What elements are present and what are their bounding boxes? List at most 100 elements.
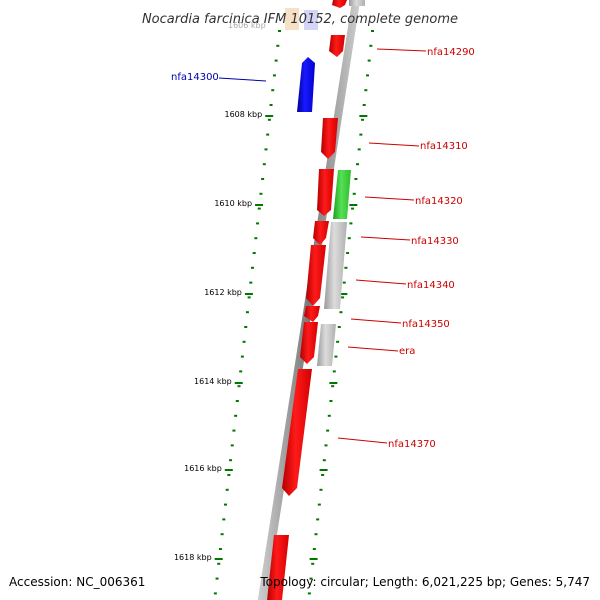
scale-tick-mark [267, 118, 271, 121]
scale-tick-mark [232, 429, 236, 432]
scale-tick-mark [271, 89, 275, 92]
genome-summary-text: Topology: circular; Length: 6,021,225 bp… [259, 575, 590, 589]
scale-tick-mark [321, 474, 325, 476]
gene-glyph-nfa14320-a[interactable] [317, 169, 334, 216]
scale-tick-mark [276, 44, 280, 47]
scale-tick-mark [314, 533, 318, 536]
scale-tick-mark [222, 518, 226, 521]
scale-tick-mark [239, 370, 243, 373]
gene-label-leaders [218, 48, 427, 444]
scale-tick-mark [327, 414, 331, 417]
scale-tick-mark [230, 444, 234, 447]
scale-tick-mark [227, 474, 231, 476]
scale-tick-mark [225, 488, 229, 491]
scale-tick-mark [278, 30, 281, 32]
scale-tick-mark [252, 252, 256, 254]
scale-tick-mark [245, 311, 249, 314]
kbp-major-tick [234, 382, 243, 384]
gene-label-nfa14350[interactable]: nfa14350 [402, 319, 450, 330]
gene-glyph-nfa14310[interactable] [321, 118, 338, 159]
gene-label-nfa14310[interactable]: nfa14310 [420, 141, 468, 152]
gene-labels: nfa14290 nfa14300 nfa14310 nfa14320 nfa1… [171, 47, 475, 450]
gene-glyph-era-b[interactable] [317, 324, 336, 366]
gene-track [267, 0, 365, 600]
gene-label-nfa14300[interactable]: nfa14300 [171, 72, 219, 83]
scale-tick-mark [317, 503, 321, 506]
scale-tick-mark [334, 355, 338, 358]
scale-tick-mark [234, 414, 238, 417]
scale-tick-mark [356, 163, 360, 166]
scale-tick-mark [257, 207, 261, 210]
scale-tick-mark [339, 311, 343, 314]
kbp-tick-label: 1616 kbp [184, 464, 222, 473]
scale-tick-mark [311, 562, 315, 565]
scale-tick-mark [240, 355, 244, 358]
faint-gene-feature [285, 8, 299, 30]
kbp-tick-label: 1614 kbp [194, 377, 232, 386]
scale-tick-mark [266, 133, 270, 136]
scale-tick-mark [369, 44, 373, 47]
kbp-major-tick [329, 382, 338, 384]
page-title: Nocardia farcinica IFM 10152, complete g… [142, 12, 458, 27]
kbp-major-tick [339, 293, 348, 295]
scale-tick-mark [309, 577, 313, 580]
scale-tick-mark [217, 562, 221, 565]
scale-tick-mark [237, 385, 241, 388]
scale-tick-mark [324, 444, 328, 447]
kbp-major-tick [349, 204, 358, 206]
scale-tick-mark [250, 266, 254, 269]
scale-tick-mark [261, 178, 265, 180]
gene-glyph-nfa14340[interactable] [306, 245, 326, 306]
scale-tick-mark [359, 133, 363, 136]
kbp-major-tick [319, 469, 328, 471]
scale-tick-mark [247, 296, 251, 299]
gene-glyph-nfa14300[interactable] [297, 57, 315, 112]
scale-tick-mark [329, 400, 333, 402]
gene-label-era[interactable]: era [399, 346, 415, 357]
kbp-major-tick [244, 293, 253, 295]
kbp-major-tick [265, 115, 274, 117]
scale-tick-mark [337, 326, 341, 328]
scale-tick-mark [254, 237, 258, 240]
scale-tick-mark [249, 281, 253, 284]
scale-tick-mark [244, 326, 248, 328]
kbp-major-tick [214, 558, 223, 560]
gene-label-nfa14370[interactable]: nfa14370 [388, 439, 436, 450]
scale-tick-mark [357, 148, 361, 151]
gene-glyph-bottom[interactable] [267, 535, 289, 600]
gene-glyph-nfa14350[interactable] [304, 306, 320, 322]
gene-glyph-nfa14330-b[interactable] [324, 222, 347, 309]
scale-tick-mark [331, 385, 335, 388]
gene-glyph-nfa14320-b[interactable] [333, 170, 351, 219]
scale-tick-mark [349, 222, 353, 225]
kbp-tick-label: 1612 kbp [204, 288, 242, 297]
gene-glyph-nfa14330-a[interactable] [313, 221, 329, 245]
kbp-tick-label: 1618 kbp [174, 553, 212, 562]
scale-tick-mark [242, 340, 246, 343]
scale-tick-mark [272, 74, 276, 77]
scale-tick-mark [326, 429, 330, 432]
gene-glyph-top-partial[interactable] [332, 0, 347, 8]
kbp-tick-label-partial: 1606 kbp [228, 21, 266, 30]
scale-tick-mark [316, 518, 320, 521]
scale-tick-mark [220, 533, 224, 536]
gene-glyph-nfa14290[interactable] [329, 35, 345, 57]
gene-label-nfa14290[interactable]: nfa14290 [427, 47, 475, 58]
scale-tick-layer: 1608 kbp 1610 kbp 1612 kbp 1614 kbp 1616 kbp… [174, 30, 374, 595]
scale-tick-mark [351, 207, 355, 210]
gene-label-nfa14330[interactable]: nfa14330 [411, 236, 459, 247]
gene-label-nfa14340[interactable]: nfa14340 [407, 280, 455, 291]
gene-label-nfa14320[interactable]: nfa14320 [415, 196, 463, 207]
scale-tick-mark [229, 459, 233, 462]
scale-tick-mark [332, 370, 336, 373]
scale-tick-mark [336, 340, 340, 343]
gene-glyph-nfa14370[interactable] [282, 369, 312, 496]
gene-glyph-top-grey[interactable] [349, 0, 365, 6]
scale-tick-mark [264, 148, 268, 151]
scale-tick-mark [218, 548, 222, 550]
scale-tick-mark [307, 592, 311, 595]
scale-tick-mark [364, 89, 368, 92]
gene-glyph-era-a[interactable] [300, 322, 318, 364]
scale-tick-mark [223, 503, 227, 506]
